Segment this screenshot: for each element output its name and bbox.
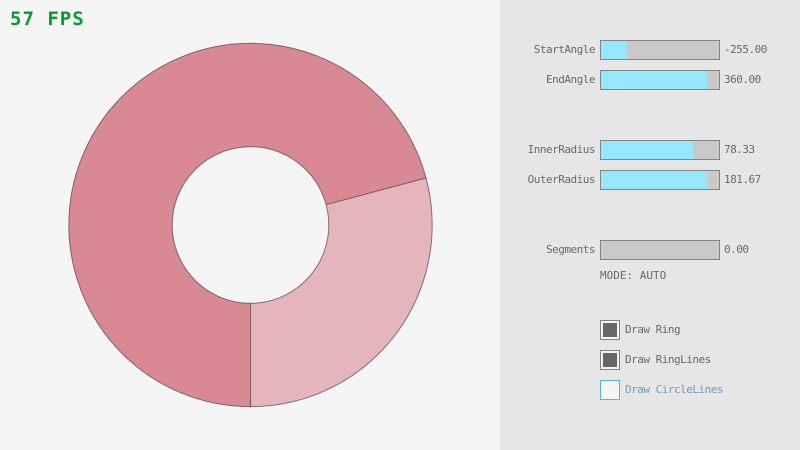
ring-drawing [68,42,433,408]
draw-circlelines-label: Draw CircleLines [625,383,723,396]
start-angle-label: StartAngle [533,43,596,56]
end-angle-slider-fill [601,71,708,89]
draw-ringlines-checkbox[interactable] [600,350,620,370]
ring-light-sector [250,178,433,407]
segments-slider[interactable] [600,240,720,260]
start-angle-slider-fill [601,41,627,59]
draw-ringlines-label: Draw RingLines [625,353,711,366]
checkbox-row-draw-circlelines: Draw CircleLines [600,380,800,400]
draw-ring-checkbox[interactable] [600,320,620,340]
start-angle-value: -255.00 [724,43,767,56]
inner-radius-slider[interactable] [600,140,720,160]
start-angle-slider[interactable] [600,40,720,60]
outer-radius-slider[interactable] [600,170,720,190]
slider-row-segments: Segments 0.00 [500,240,800,260]
slider-row-inner-radius: InnerRadius 78.33 [500,140,800,160]
ring-outer-outline [68,42,433,408]
end-angle-slider[interactable] [600,70,720,90]
inner-radius-label: InnerRadius [527,143,596,156]
draw-circlelines-checkbox[interactable] [600,380,620,400]
end-angle-label: EndAngle [546,73,595,86]
checkbox-row-draw-ring: Draw Ring [600,320,800,340]
inner-radius-value: 78.33 [724,143,755,156]
outer-radius-value: 181.67 [724,173,761,186]
controls-panel: StartAngle -255.00 EndAngle 360.00 Inner… [500,0,800,450]
ring-inner-outline [171,146,330,304]
segments-mode-text: MODE: AUTO [600,269,667,282]
checkbox-row-draw-ringlines: Draw RingLines [600,350,800,370]
ring-sector-start-line [325,177,427,206]
segments-label: Segments [546,243,595,256]
slider-row-start-angle: StartAngle -255.00 [500,40,800,60]
fps-counter: 57 FPS [10,8,85,30]
segments-value: 0.00 [724,243,749,256]
slider-row-end-angle: EndAngle 360.00 [500,70,800,90]
outer-radius-label: OuterRadius [527,173,596,186]
draw-ring-label: Draw Ring [625,323,681,336]
end-angle-value: 360.00 [724,73,761,86]
outer-radius-slider-fill [601,171,709,189]
slider-row-outer-radius: OuterRadius 181.67 [500,170,800,190]
check-mark-icon [603,353,617,367]
inner-radius-slider-fill [601,141,694,159]
check-mark-icon [603,323,617,337]
